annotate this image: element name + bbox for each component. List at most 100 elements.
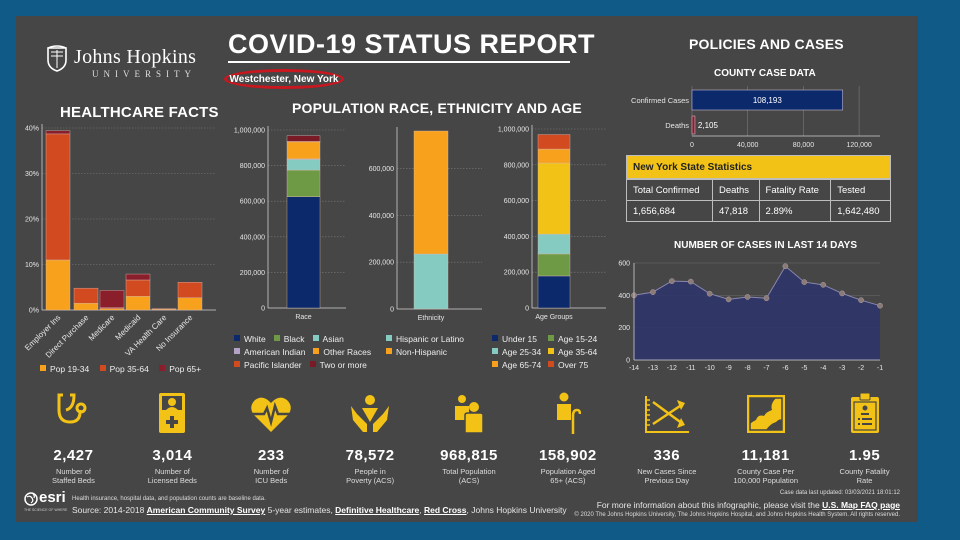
bar-segment-pop-35-64 xyxy=(45,133,71,261)
legend-label: Non-Hispanic xyxy=(396,347,448,357)
bar-segment-pop-35-64 xyxy=(151,308,177,310)
stat-total-population: 968,815 Total Population (ACS) xyxy=(420,390,519,485)
table-header: Deaths xyxy=(711,179,760,201)
ethnicity-legend: Hispanic or Latino Non-Hispanic xyxy=(386,334,472,360)
stat-label: 65+ (ACS) xyxy=(550,476,586,485)
x-axis-label: Age Groups xyxy=(535,314,573,321)
stat-label: People in xyxy=(354,467,386,476)
x-tick-label: -7 xyxy=(763,365,769,372)
y-tick-label: 0 xyxy=(390,307,394,314)
legend-swatch xyxy=(234,335,240,341)
data-point xyxy=(668,278,675,284)
stat-label: Population Aged xyxy=(540,467,596,476)
data-point xyxy=(782,263,789,270)
bar-segment-pop-35-64 xyxy=(73,287,99,304)
acs-link[interactable]: American Community Survey xyxy=(146,505,266,515)
legend-label: Pop 19-34 xyxy=(50,364,90,374)
stat-value: 158,902 xyxy=(539,447,597,464)
y-tick-label: 400,000 xyxy=(240,234,265,241)
legend-item: Under 15 xyxy=(492,334,540,344)
stethoscope-icon xyxy=(57,393,87,424)
bar-confirmed-cases xyxy=(691,89,843,111)
legend-label: Pop 35-64 xyxy=(109,364,149,374)
y-category-label: Confirmed Cases xyxy=(631,96,689,105)
y-tick-label: 0 xyxy=(261,306,265,313)
red-cross-link[interactable]: Red Cross xyxy=(424,505,467,515)
legend-label: Age 65-74 xyxy=(502,360,542,370)
stat-new-cases: 336 New Cases Since Previous Day xyxy=(617,390,716,485)
stat-label: Number of xyxy=(154,467,190,476)
esri-tagline: THE SCIENCE OF WHERE xyxy=(24,508,68,512)
legend-item: Hispanic or Latino xyxy=(386,334,464,344)
legend-item: Age 15-24 xyxy=(548,334,597,344)
data-point xyxy=(801,279,808,285)
data-point xyxy=(687,278,694,285)
legend-label: American Indian xyxy=(244,347,306,357)
bar-segment-under-15 xyxy=(537,275,571,309)
legend-swatch xyxy=(312,335,319,341)
x-axis-label: Race xyxy=(295,314,311,321)
definitive-healthcare-link[interactable]: Definitive Healthcare xyxy=(335,505,420,515)
y-tick-label: 600 xyxy=(618,261,630,268)
legend-label: Age 15-24 xyxy=(558,334,598,344)
legend-label: Two or more xyxy=(319,360,367,370)
last-updated: Case data last updated: 03/03/2021 18:01… xyxy=(779,490,900,496)
stat-label: 100,000 Population xyxy=(733,476,798,485)
legend-item: Pacific Islander xyxy=(234,360,302,370)
x-axis-label: Ethnicity xyxy=(418,315,445,322)
series-line xyxy=(633,265,881,307)
x-tick-label: 0 xyxy=(690,142,694,149)
stat-label: Total Population xyxy=(442,467,496,476)
x-tick-label: 120,000 xyxy=(846,142,871,149)
legend-item: Asian xyxy=(312,334,344,344)
race-legend: White Black Asian American Indian Other Rac… xyxy=(234,334,379,373)
bar-segment-age-35-64 xyxy=(537,162,571,235)
y-tick-label: 400,000 xyxy=(369,213,394,220)
legend-swatch xyxy=(159,365,166,371)
data-point xyxy=(744,294,751,300)
legend-label: Age 35-64 xyxy=(558,347,598,357)
stat-value: 2,427 xyxy=(53,447,94,464)
county-case-title: COUNTY CASE DATA xyxy=(714,68,816,79)
data-point xyxy=(839,290,846,297)
legend-item: Non-Hispanic xyxy=(386,347,447,357)
y-tick-label: 800,000 xyxy=(240,163,265,170)
legend-item: Age 65-74 xyxy=(492,360,542,370)
stat-value: 3,014 xyxy=(152,447,193,464)
stat-fatality-rate: 1.95 County Fatality Rate xyxy=(815,390,914,485)
x-tick-label: -14 xyxy=(629,365,639,372)
bar-segment-over-75 xyxy=(537,134,571,150)
stat-label: Staffed Beds xyxy=(52,476,95,485)
data-point xyxy=(820,281,827,288)
y-tick-label: 200,000 xyxy=(369,260,394,267)
globe-icon xyxy=(24,492,38,506)
x-tick-label: Medicare xyxy=(87,313,117,343)
bar-segment-pop-19-34 xyxy=(177,297,203,311)
legend-item: Over 75 xyxy=(548,360,588,370)
y-tick-label: 0% xyxy=(29,308,39,315)
stat-label: (ACS) xyxy=(458,476,480,485)
legend-swatch xyxy=(492,348,498,354)
bar-segment-black xyxy=(286,169,321,197)
nys-stats-table: New York State Statistics Total Confirme… xyxy=(626,155,891,222)
faq-link[interactable]: U.S. Map FAQ page xyxy=(822,500,900,510)
population-title: POPULATION RACE, ETHNICITY AND AGE xyxy=(292,100,582,116)
legend-item: Other Races xyxy=(313,347,371,357)
legend-label: Asian xyxy=(322,334,344,344)
stat-label: County Fatality xyxy=(839,467,890,476)
y-tick-label: 600,000 xyxy=(240,199,265,206)
policies-title: POLICIES AND CASES xyxy=(689,36,844,52)
x-tick-label: -9 xyxy=(725,365,731,372)
legend-swatch xyxy=(548,335,554,341)
table-cell: 1,656,684 xyxy=(626,200,713,222)
source-suffix: , Johns Hopkins University xyxy=(466,505,567,515)
x-tick-label: -2 xyxy=(858,365,864,372)
table-header: Tested xyxy=(830,179,891,201)
nys-stats-grid: Total Confirmed Deaths Fatality Rate Tes… xyxy=(626,179,891,222)
stat-value: 336 xyxy=(653,447,681,464)
bar-segment-white xyxy=(286,196,321,309)
data-label: 2,105 xyxy=(698,121,719,130)
x-tick-label: -12 xyxy=(667,365,677,372)
bar-segment-pop-19-34 xyxy=(73,302,99,311)
bar-segment-two-or-more xyxy=(286,135,321,142)
